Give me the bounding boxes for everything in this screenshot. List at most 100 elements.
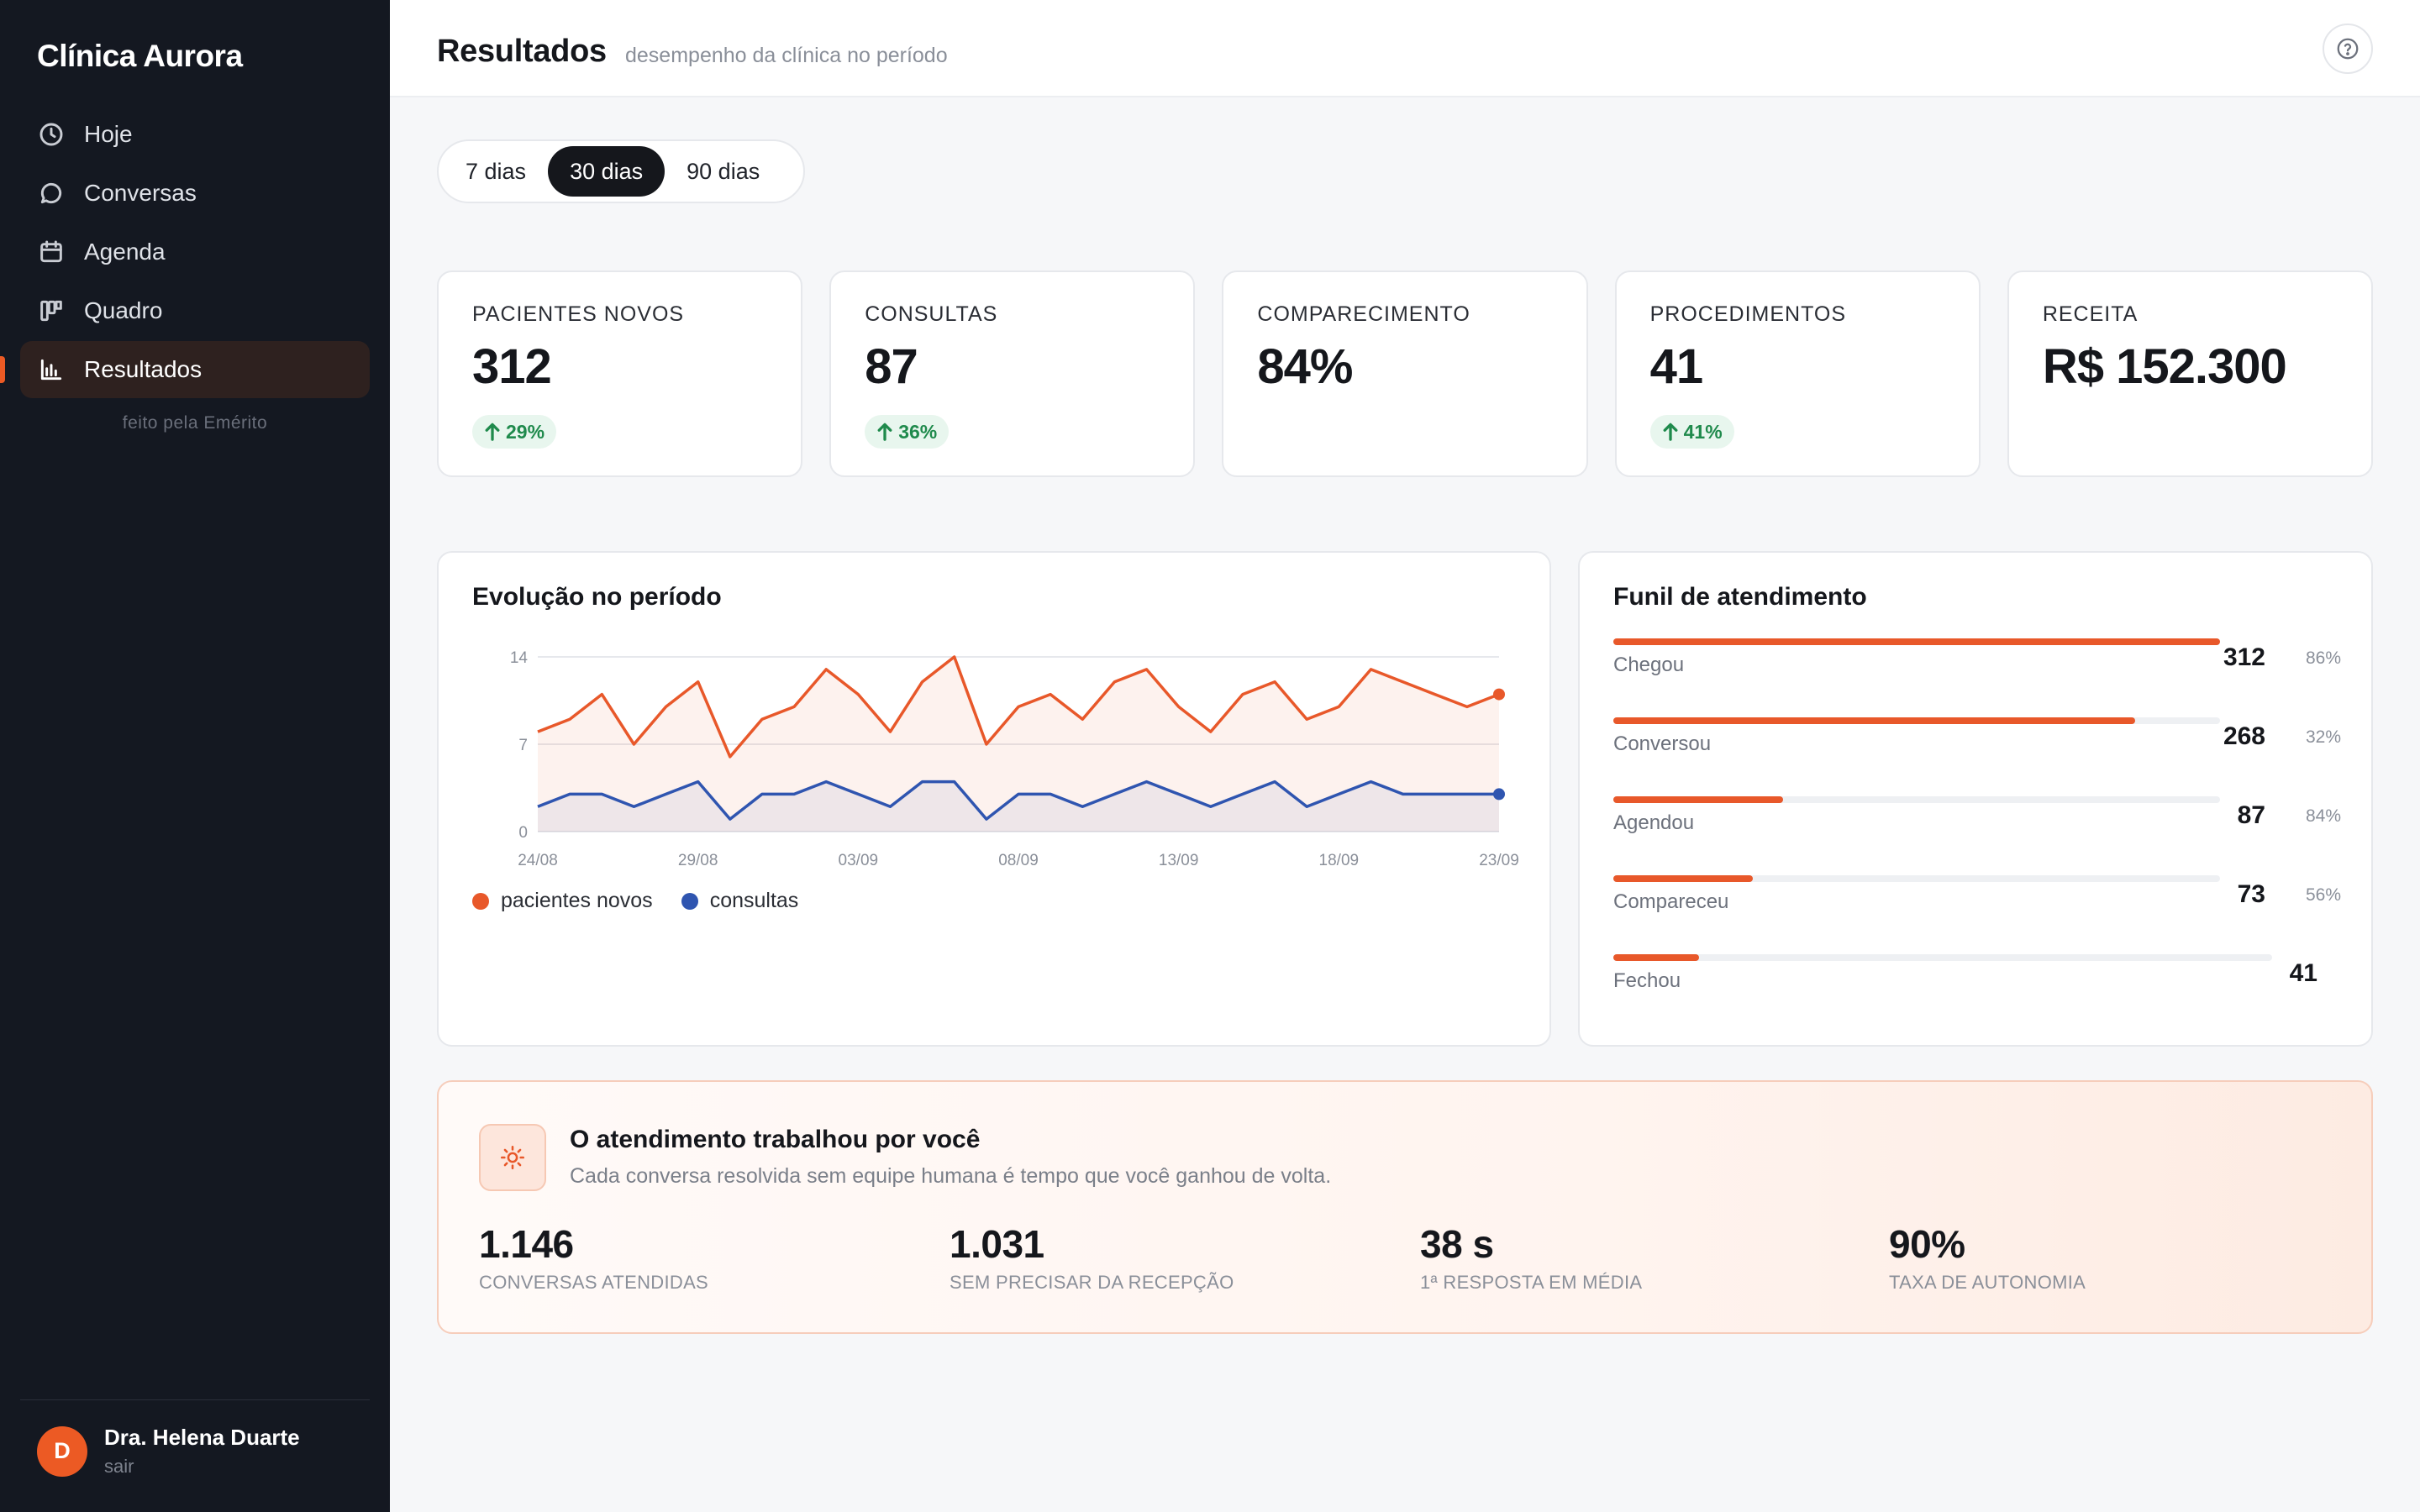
page-header: Resultados desempenho da clínica no perí… bbox=[390, 0, 2420, 97]
kpi-value: 84% bbox=[1257, 339, 1353, 394]
divider bbox=[20, 1399, 370, 1400]
stat-value: 90% bbox=[1889, 1222, 1965, 1266]
funnel-track bbox=[1613, 875, 2220, 882]
period-selector: 7 dias 30 dias 90 dias bbox=[437, 139, 805, 203]
sidebar-item-agenda[interactable]: Agenda bbox=[20, 223, 370, 281]
series-consultas-line bbox=[537, 780, 1499, 821]
period-30-dias[interactable]: 30 dias bbox=[548, 146, 666, 197]
calendar-icon bbox=[37, 238, 66, 266]
funnel-row-compareceu: Compareceu 73 56% bbox=[1613, 875, 2341, 942]
funnel-title: Funil de atendimento bbox=[1613, 583, 1867, 611]
funnel-track bbox=[1613, 796, 2220, 803]
logout-link[interactable]: sair bbox=[104, 1456, 134, 1477]
x-tick-label: 08/09 bbox=[998, 852, 1039, 869]
legend-item-pacientes-novos[interactable]: pacientes novos bbox=[472, 889, 653, 913]
stat-value: 1.031 bbox=[950, 1222, 1044, 1266]
funnel-fill bbox=[1613, 796, 1784, 803]
help-button[interactable] bbox=[2323, 24, 2373, 74]
stat-label: TAXA DE AUTONOMIA bbox=[1889, 1272, 2086, 1293]
funnel-row-conversou: Conversou 268 32% bbox=[1613, 717, 2341, 785]
kpi-value: 41 bbox=[1649, 339, 1704, 394]
arrow-up-icon bbox=[877, 423, 892, 441]
kpi-value: 312 bbox=[472, 339, 552, 394]
kpi-value: 87 bbox=[865, 339, 918, 394]
change-value: 41% bbox=[1683, 420, 1723, 443]
kpi-label: PROCEDIMENTOS bbox=[1649, 302, 1847, 326]
sidebar-item-quadro[interactable]: Quadro bbox=[20, 282, 370, 339]
evolution-chart: 0 7 14 24/08 29/08 03/09 08/09 13/09 18/09 23/09 bbox=[510, 649, 1519, 869]
y-tick-label: 0 bbox=[518, 824, 528, 842]
x-tick-label: 03/09 bbox=[839, 852, 879, 869]
sidebar: Clínica Aurora Hoje Conversas Agenda Qua… bbox=[0, 0, 390, 1512]
arrow-up-icon bbox=[1663, 423, 1678, 441]
funnel-value: 87 bbox=[2237, 801, 2265, 829]
funnel-label: Agendou bbox=[1613, 811, 1695, 834]
kpi-card-procedimentos: PROCEDIMENTOS 41 41% bbox=[1614, 270, 1981, 477]
automation-card: O atendimento trabalhou por você Cada co… bbox=[437, 1080, 2373, 1334]
stat-label: 1ª RESPOSTA EM MÉDIA bbox=[1420, 1272, 1643, 1293]
automation-title: O atendimento trabalhou por você bbox=[570, 1126, 981, 1153]
brand-name: Clínica Aurora bbox=[37, 39, 243, 73]
funnel-fill bbox=[1613, 875, 1754, 882]
sun-sparkle-icon bbox=[479, 1124, 546, 1191]
x-tick-label: 13/09 bbox=[1159, 852, 1199, 869]
funnel-percentage: 86% bbox=[2305, 648, 2341, 668]
funnel-track bbox=[1613, 954, 2272, 961]
series-pacientes-novos-line bbox=[537, 655, 1500, 759]
clock-icon bbox=[37, 120, 66, 149]
funnel-label: Conversou bbox=[1613, 732, 1712, 755]
stat-conversas-atendidas: 1.146 CONVERSAS ATENDIDAS bbox=[479, 1221, 708, 1294]
sidebar-item-label: Resultados bbox=[84, 356, 203, 382]
funnel-value: 268 bbox=[2223, 722, 2265, 750]
automation-subtitle: Cada conversa resolvida sem equipe human… bbox=[570, 1164, 1332, 1188]
arrow-up-icon bbox=[485, 423, 500, 441]
kpi-value: R$ 152.300 bbox=[2042, 339, 2287, 394]
funnel-track bbox=[1613, 638, 2220, 645]
sidebar-item-label: Hoje bbox=[84, 121, 133, 147]
change-badge: 41% bbox=[1649, 415, 1734, 449]
funnel-row-agendou: Agendou 87 84% bbox=[1613, 796, 2341, 864]
sidebar-nav: Hoje Conversas Agenda Quadro Resultad bbox=[0, 106, 370, 400]
sidebar-item-label: Quadro bbox=[84, 297, 163, 323]
page-subtitle: desempenho da clínica no período bbox=[625, 44, 948, 67]
kpi-label: PACIENTES NOVOS bbox=[472, 302, 685, 326]
sidebar-item-conversas[interactable]: Conversas bbox=[20, 165, 370, 222]
chart-legend: pacientes novos consultas bbox=[472, 889, 827, 913]
question-circle-icon bbox=[2337, 38, 2359, 60]
funnel-percentage: 84% bbox=[2305, 806, 2341, 826]
change-badge: 36% bbox=[865, 415, 950, 449]
kpi-card-comparecimento: COMPARECIMENTO 84% bbox=[1222, 270, 1588, 477]
period-90-dias[interactable]: 90 dias bbox=[687, 158, 760, 184]
credit-text: feito pela Emérito bbox=[122, 413, 268, 433]
funnel-track bbox=[1613, 717, 2220, 724]
funnel-label: Compareceu bbox=[1613, 890, 1729, 913]
series-consultas-end-point bbox=[1493, 788, 1505, 801]
stat-label: CONVERSAS ATENDIDAS bbox=[479, 1272, 709, 1293]
sidebar-item-label: Agenda bbox=[84, 239, 166, 265]
chat-bubble-icon bbox=[37, 179, 66, 207]
avatar[interactable]: D bbox=[37, 1425, 87, 1477]
evolution-chart-card: Evolução no período 0 7 14 24/08 29/08 03/09 0… bbox=[437, 551, 1551, 1047]
funnel-card: Funil de atendimento Chegou 312 86% Convers… bbox=[1578, 551, 2373, 1047]
legend-item-consultas[interactable]: consultas bbox=[681, 889, 798, 913]
funnel-value: 73 bbox=[2237, 880, 2265, 908]
funnel-fill bbox=[1613, 717, 2135, 724]
kpi-label: CONSULTAS bbox=[865, 302, 998, 326]
funnel-row-chegou: Chegou 312 86% bbox=[1613, 638, 2341, 706]
period-7-dias[interactable]: 7 dias bbox=[466, 158, 527, 184]
x-tick-label: 29/08 bbox=[678, 852, 718, 869]
funnel-row-fechou: Fechou 41 bbox=[1613, 954, 2341, 1021]
sidebar-item-resultados[interactable]: Resultados bbox=[0, 341, 370, 398]
change-value: 29% bbox=[506, 420, 545, 443]
kpi-row: PACIENTES NOVOS 312 29% CONSULTAS 87 36%… bbox=[437, 270, 2374, 477]
y-tick-label: 14 bbox=[510, 649, 529, 667]
stat-taxa-autonomia: 90% TAXA DE AUTONOMIA bbox=[1889, 1221, 2086, 1294]
sidebar-item-hoje[interactable]: Hoje bbox=[20, 106, 370, 163]
kanban-icon bbox=[37, 297, 66, 325]
funnel-percentage: 56% bbox=[2305, 885, 2341, 905]
funnel-fill bbox=[1613, 638, 2220, 645]
legend-dot bbox=[681, 892, 698, 910]
funnel-value: 312 bbox=[2223, 643, 2265, 671]
funnel-percentage: 32% bbox=[2305, 727, 2341, 747]
funnel-value: 41 bbox=[2289, 959, 2317, 987]
